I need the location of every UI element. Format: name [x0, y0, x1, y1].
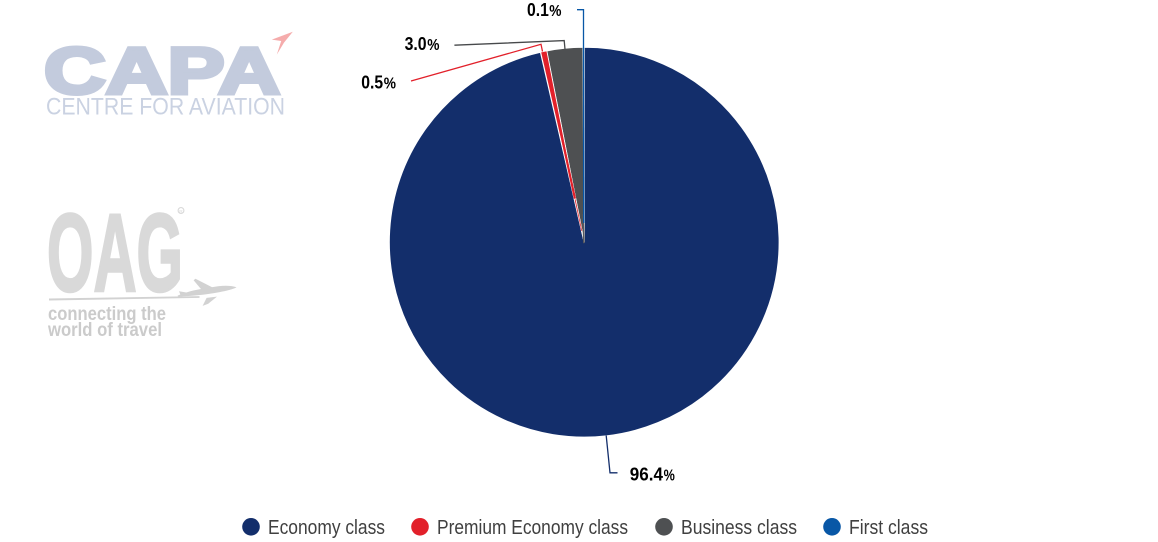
svg-text:First class: First class	[849, 517, 928, 539]
svg-text:%: %	[549, 3, 561, 20]
svg-text:%: %	[427, 37, 439, 54]
svg-text:0.5: 0.5	[361, 71, 383, 92]
svg-text:%: %	[664, 467, 675, 484]
svg-text:Economy class: Economy class	[268, 517, 385, 539]
svg-text:CENTRE FOR AVIATION: CENTRE FOR AVIATION	[46, 94, 285, 121]
svg-text:Business class: Business class	[681, 517, 797, 539]
svg-text:%: %	[384, 75, 396, 92]
svg-text:3.0: 3.0	[405, 33, 427, 54]
svg-text:world of travel: world of travel	[47, 320, 162, 341]
svg-text:CAPA: CAPA	[44, 34, 280, 108]
svg-text:R: R	[179, 209, 183, 215]
svg-text:0.1: 0.1	[527, 0, 549, 20]
svg-text:96.4: 96.4	[630, 463, 664, 484]
svg-text:connecting the: connecting the	[48, 304, 166, 325]
svg-text:OAG: OAG	[47, 192, 183, 315]
svg-text:Premium Economy class: Premium Economy class	[437, 517, 628, 539]
